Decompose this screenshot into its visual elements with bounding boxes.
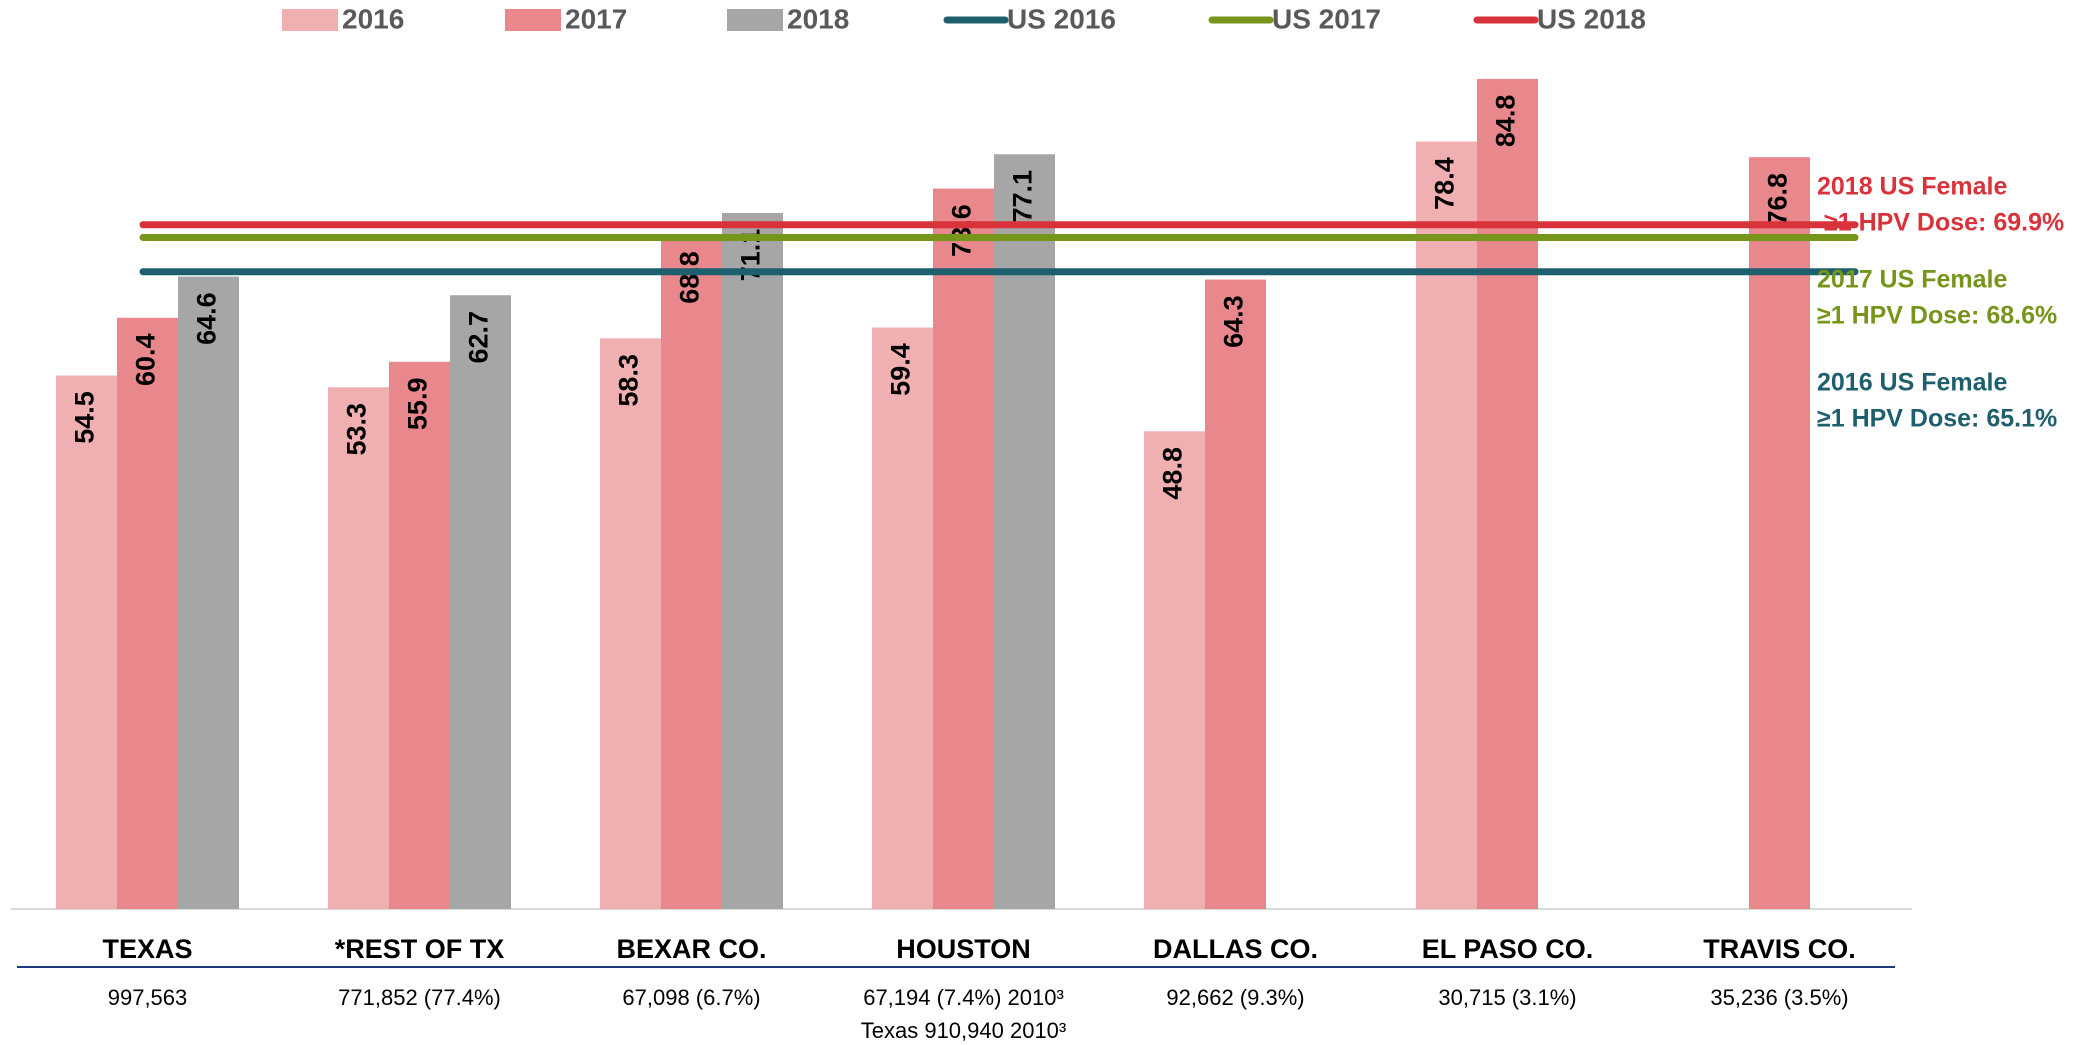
legend-label: US 2018 <box>1537 3 1646 34</box>
value-label: 58.3 <box>614 354 644 407</box>
bar <box>56 375 117 909</box>
legend-label: 2016 <box>342 3 404 34</box>
value-label: 48.8 <box>1158 447 1188 500</box>
value-label: 54.5 <box>70 391 100 444</box>
x-tick-label: TRAVIS CO. <box>1703 934 1856 964</box>
value-label: 59.4 <box>886 343 916 396</box>
x-tick-label: EL PASO CO. <box>1422 934 1594 964</box>
value-label: 60.4 <box>131 333 161 386</box>
value-label: 53.3 <box>342 403 372 456</box>
category-note: 92,662 (9.3%) <box>1166 985 1304 1010</box>
x-tick-label: DALLAS CO. <box>1153 934 1318 964</box>
legend-label: US 2017 <box>1272 3 1381 34</box>
bar <box>933 188 994 909</box>
category-note: 67,194 (7.4%) 2010³ <box>863 985 1064 1010</box>
bar <box>600 338 661 910</box>
category-note: Texas 910,940 2010³ <box>861 1018 1067 1043</box>
category-note: 997,563 <box>108 985 188 1010</box>
legend-swatch <box>505 9 561 31</box>
x-tick-label: *REST OF TX <box>335 934 505 964</box>
bar <box>661 235 722 910</box>
bar <box>328 387 389 910</box>
bar <box>1205 279 1266 909</box>
annotation: 2018 US Female <box>1817 173 2007 201</box>
bar <box>450 295 511 909</box>
legend-label: 2018 <box>787 3 849 34</box>
value-label: 68.8 <box>675 251 705 304</box>
category-note: 771,852 (77.4%) <box>338 985 501 1010</box>
bar <box>722 213 783 909</box>
annotation: ≥1 HPV Dose: 69.9% <box>1824 209 2064 237</box>
legend-label: 2017 <box>565 3 627 34</box>
bar <box>117 317 178 909</box>
value-label: 55.9 <box>403 378 433 431</box>
legend-swatch <box>727 9 783 31</box>
legend-swatch <box>282 9 338 31</box>
value-label: 62.7 <box>464 311 494 364</box>
value-label: 84.8 <box>1491 95 1521 148</box>
x-tick-label: HOUSTON <box>896 934 1031 964</box>
bar <box>994 154 1055 909</box>
annotation: 2017 US Female <box>1817 266 2007 294</box>
value-label: 78.4 <box>1430 157 1460 210</box>
bar <box>1144 431 1205 909</box>
legend-label: US 2016 <box>1007 3 1116 34</box>
annotation: ≥1 HPV Dose: 65.1% <box>1817 405 2057 433</box>
bar <box>1749 157 1810 910</box>
category-note: 30,715 (3.1%) <box>1438 985 1576 1010</box>
value-label: 76.8 <box>1763 173 1793 226</box>
bar <box>1477 78 1538 909</box>
category-note: 35,236 (3.5%) <box>1710 985 1848 1010</box>
category-note: 67,098 (6.7%) <box>622 985 760 1010</box>
value-label: 73.6 <box>947 204 977 257</box>
value-label: 64.3 <box>1219 295 1249 348</box>
value-label: 77.1 <box>1008 170 1038 223</box>
annotation: ≥1 HPV Dose: 68.6% <box>1817 302 2057 330</box>
value-label: 64.6 <box>192 292 222 345</box>
x-tick-label: TEXAS <box>102 934 192 964</box>
annotation: 2016 US Female <box>1817 369 2007 397</box>
bar <box>1416 141 1477 909</box>
x-tick-label: BEXAR CO. <box>616 934 766 964</box>
bar <box>389 361 450 909</box>
bar <box>872 327 933 909</box>
bar <box>178 276 239 909</box>
